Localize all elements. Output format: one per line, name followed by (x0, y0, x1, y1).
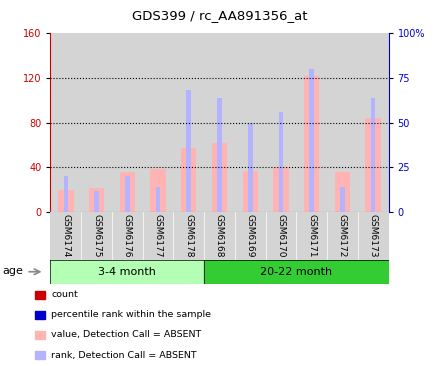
Text: percentile rank within the sample: percentile rank within the sample (51, 310, 211, 319)
Bar (357, 212, 388, 260)
Bar (364, 118, 380, 212)
Bar (217, 97, 221, 212)
Bar (64, 176, 68, 212)
Text: GSM6177: GSM6177 (153, 214, 162, 257)
Text: value, Detection Call = ABSENT: value, Detection Call = ABSENT (51, 330, 201, 339)
Bar (112, 212, 142, 260)
Bar (181, 148, 196, 212)
Text: GSM6173: GSM6173 (368, 214, 377, 257)
Bar (155, 187, 160, 212)
Bar (94, 191, 99, 212)
Bar (50, 33, 81, 212)
Bar (119, 172, 135, 212)
Bar (265, 33, 296, 212)
Bar (112, 33, 142, 212)
Bar (326, 33, 357, 212)
Text: GSM6174: GSM6174 (61, 214, 70, 257)
Bar (272, 168, 288, 212)
Bar (81, 212, 112, 260)
Text: GSM6178: GSM6178 (184, 214, 193, 257)
Bar (357, 33, 388, 212)
Text: 3-4 month: 3-4 month (98, 267, 156, 277)
Bar (50, 212, 81, 260)
Bar (296, 212, 326, 260)
Text: GSM6172: GSM6172 (337, 214, 346, 257)
Bar (339, 187, 344, 212)
Bar (50, 260, 204, 284)
Bar (173, 33, 204, 212)
Bar (234, 33, 265, 212)
Bar (370, 97, 374, 212)
Bar (278, 112, 283, 212)
Text: age: age (3, 266, 23, 276)
Text: GSM6171: GSM6171 (307, 214, 315, 257)
Bar (211, 143, 227, 212)
Bar (125, 176, 129, 212)
Bar (88, 188, 104, 212)
Text: 20-22 month: 20-22 month (260, 267, 332, 277)
Bar (242, 171, 258, 212)
Bar (234, 212, 265, 260)
Bar (186, 90, 191, 212)
Bar (58, 190, 74, 212)
Bar (142, 212, 173, 260)
Bar (204, 212, 234, 260)
Text: rank, Detection Call = ABSENT: rank, Detection Call = ABSENT (51, 351, 197, 359)
Bar (296, 33, 326, 212)
Text: GSM6175: GSM6175 (92, 214, 101, 257)
Bar (81, 33, 112, 212)
Bar (204, 33, 234, 212)
Text: GSM6176: GSM6176 (123, 214, 131, 257)
Text: GSM6168: GSM6168 (215, 214, 223, 257)
Bar (334, 172, 350, 212)
Bar (303, 75, 318, 212)
Bar (204, 260, 388, 284)
Text: GSM6170: GSM6170 (276, 214, 285, 257)
Bar (309, 69, 313, 212)
Text: GDS399 / rc_AA891356_at: GDS399 / rc_AA891356_at (131, 9, 307, 22)
Text: count: count (51, 290, 78, 299)
Bar (173, 212, 204, 260)
Bar (247, 123, 252, 212)
Bar (265, 212, 296, 260)
Bar (142, 33, 173, 212)
Bar (150, 169, 166, 212)
Bar (326, 212, 357, 260)
Text: GSM6169: GSM6169 (245, 214, 254, 257)
